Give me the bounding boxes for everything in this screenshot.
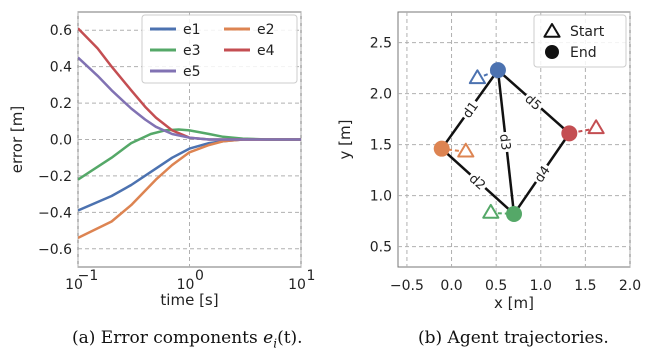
series-line-e5 bbox=[78, 56, 301, 141]
edge-label-bg-d1 bbox=[457, 96, 483, 123]
caption-b: (b) Agent trajectories. bbox=[418, 328, 609, 348]
y-tick-label-a: 0.2 bbox=[50, 96, 72, 112]
y-tick-label-a: 0.4 bbox=[50, 60, 72, 76]
edge-label-bg-d5 bbox=[520, 89, 547, 115]
y-tick-label-b: 2.5 bbox=[370, 36, 392, 52]
x-tick-label-b: 0.5 bbox=[485, 278, 507, 294]
agent-end-marker-4 bbox=[561, 125, 578, 142]
x-tick-exponent-a: 1 bbox=[307, 268, 316, 284]
caption-a-subscript: i bbox=[273, 336, 278, 351]
x-tick-exponent-a: −1 bbox=[78, 268, 99, 284]
caption-a-math: e bbox=[263, 328, 274, 348]
agent-start-marker-3 bbox=[482, 203, 500, 219]
x-tick-label-b: 1.0 bbox=[530, 278, 552, 294]
caption-a: (a) Error components ei(t). bbox=[72, 328, 303, 350]
y-tick-label-a: 0.6 bbox=[50, 23, 72, 39]
legend-start-marker bbox=[543, 23, 561, 38]
agent-end-marker-3 bbox=[506, 205, 522, 222]
legend-label-e4: e4 bbox=[257, 43, 275, 59]
x-axis-label-b: x [m] bbox=[494, 294, 534, 312]
x-tick-label-a: 10 bbox=[177, 277, 195, 293]
legend-label-end: End bbox=[570, 45, 597, 61]
agent-start-marker-1 bbox=[468, 69, 486, 85]
agent-start-marker-2 bbox=[457, 142, 475, 158]
caption-a-suffix: (t). bbox=[277, 328, 303, 348]
caption-a-prefix: (a) Error components bbox=[72, 328, 264, 348]
legend-box-a bbox=[141, 14, 298, 84]
edge-label-bg-d4 bbox=[529, 160, 554, 187]
y-tick-label-a: 0.0 bbox=[50, 133, 72, 149]
edge-label-d3: d3 bbox=[496, 133, 513, 151]
legend-label-e3: e3 bbox=[183, 43, 201, 59]
x-tick-label-a: 10 bbox=[65, 277, 83, 293]
edge-label-bg-d2 bbox=[465, 168, 491, 194]
y-tick-label-b: 2.0 bbox=[370, 87, 392, 103]
x-tick-label-b: −0.5 bbox=[390, 278, 424, 294]
y-tick-label-b: 1.5 bbox=[370, 138, 392, 154]
edge-label-bg-d3 bbox=[496, 131, 516, 153]
y-tick-label-a: −0.6 bbox=[38, 242, 72, 258]
legend-label-e2: e2 bbox=[257, 22, 275, 38]
x-tick-label-b: 1.5 bbox=[574, 278, 596, 294]
legend-label-e1: e1 bbox=[183, 22, 201, 38]
y-tick-label-b: 1.0 bbox=[370, 189, 392, 205]
y-axis-label-b: y [m] bbox=[336, 120, 354, 160]
x-tick-label-b: 0.0 bbox=[440, 278, 462, 294]
legend-label-e5: e5 bbox=[183, 64, 201, 80]
legend-end-marker bbox=[545, 45, 559, 59]
y-tick-label-a: −0.4 bbox=[38, 205, 72, 221]
y-tick-label-b: 0.5 bbox=[370, 240, 392, 256]
agent-end-marker-2 bbox=[433, 140, 450, 157]
agent-start-marker-4 bbox=[587, 119, 605, 135]
x-tick-label-a: 10 bbox=[288, 277, 306, 293]
x-tick-label-b: 2.0 bbox=[619, 278, 641, 294]
agent-end-marker-1 bbox=[489, 62, 506, 79]
x-axis-label-a: time [s] bbox=[160, 291, 218, 309]
y-axis-label-a: error [m] bbox=[8, 106, 26, 173]
legend-label-start: Start bbox=[570, 24, 605, 40]
x-tick-exponent-a: 0 bbox=[195, 268, 204, 284]
y-tick-label-a: −0.2 bbox=[38, 169, 72, 185]
